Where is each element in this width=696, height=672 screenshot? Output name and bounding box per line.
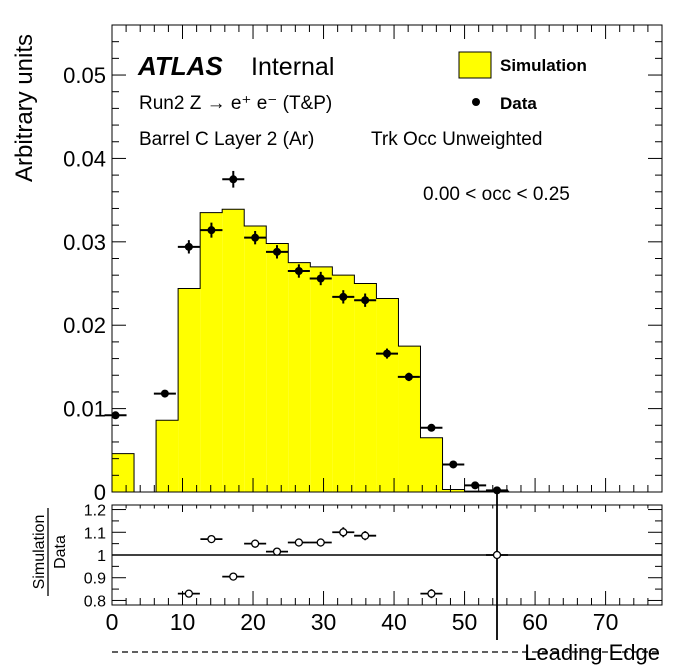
data-point	[251, 233, 260, 242]
data-point	[229, 175, 238, 184]
main-panel: 0 0.01 0.02 0.03 0.04 0.05 Arbitrary units AT…	[11, 24, 663, 505]
data-point	[471, 481, 480, 490]
main-y-tick-labels: 0 0.01 0.02 0.03 0.04 0.05	[63, 63, 106, 505]
data-point	[160, 389, 169, 398]
ratio-point	[229, 572, 238, 581]
main-ytick-label: 0	[94, 480, 106, 505]
x-tick-labels: 0 10 20 30 40 50 60 70	[106, 609, 619, 635]
simulation-bin	[200, 212, 223, 493]
data-point	[449, 460, 458, 469]
xtick-label: 50	[452, 609, 478, 635]
legend-data-label: Data	[500, 94, 537, 113]
xtick-label: 40	[381, 609, 407, 635]
y-axis-label: Arbitrary units	[11, 34, 38, 182]
data-point	[316, 274, 325, 283]
ratio-y-axis-label: Simulation Data	[31, 508, 69, 596]
ratio-axis-ticks	[111, 505, 663, 605]
simulation-bin	[222, 209, 245, 492]
ratio-points	[177, 490, 509, 640]
simulation-bin	[398, 346, 421, 492]
ratio-y-tick-labels: 0.8 0.9 1 1.1 1.2	[84, 503, 106, 611]
simulation-bin	[156, 420, 179, 492]
ratio-ytick-label: 1.2	[84, 503, 106, 520]
data-point	[427, 423, 436, 432]
ratio-point	[492, 550, 502, 560]
main-ytick-label: 0.03	[63, 230, 106, 255]
data-point	[294, 267, 303, 276]
main-ytick-label: 0.01	[63, 397, 106, 422]
data-point	[111, 411, 120, 420]
occupancy-range-label: 0.00 < occ < 0.25	[423, 184, 570, 205]
process-label: Run2 Z → e⁺ e⁻ (T&P)	[139, 93, 332, 114]
ratio-point	[272, 547, 282, 556]
simulation-bin	[178, 288, 201, 492]
data-point	[184, 242, 193, 251]
internal-label: Internal	[251, 53, 334, 81]
xtick-label: 20	[240, 609, 266, 635]
data-point	[383, 349, 391, 358]
simulation-bin	[266, 243, 289, 492]
simulation-bin	[442, 489, 465, 492]
main-axis-ticks	[111, 25, 663, 493]
xtick-label: 60	[522, 609, 548, 635]
ratio-ylabel-denominator: Data	[52, 535, 69, 569]
ratio-ytick-label: 0.9	[84, 571, 106, 588]
legend-simulation-label: Simulation	[500, 56, 587, 75]
legend: Simulation Data	[458, 51, 587, 113]
data-point	[361, 296, 370, 305]
simulation-bin	[112, 453, 135, 492]
ratio-point	[360, 531, 370, 540]
data-point	[273, 247, 281, 256]
main-ytick-label: 0.02	[63, 313, 106, 338]
ratio-ytick-label: 1	[97, 548, 106, 565]
ratio-point	[207, 534, 216, 544]
main-ytick-label: 0.04	[63, 146, 106, 171]
data-point	[339, 292, 348, 301]
simulation-bin	[288, 262, 311, 492]
region-label: Barrel C Layer 2 (Ar)	[139, 129, 314, 150]
simulation-bin	[244, 225, 267, 492]
simulation-bin	[420, 437, 443, 492]
weighting-label: Trk Occ Unweighted	[371, 129, 542, 150]
main-ytick-label: 0.05	[63, 63, 106, 88]
ratio-ytick-label: 0.8	[84, 593, 106, 610]
ratio-point	[316, 538, 325, 547]
simulation-bin	[310, 266, 333, 492]
xtick-label: 0	[106, 609, 119, 635]
ratio-ytick-label: 1.1	[84, 525, 106, 542]
simulation-histogram	[111, 208, 662, 493]
xtick-label: 30	[311, 609, 337, 635]
atlas-label: ATLAS	[137, 51, 223, 81]
simulation-bin	[332, 275, 355, 492]
xtick-label: 10	[170, 609, 196, 635]
ratio-ylabel-numerator: Simulation	[31, 515, 48, 590]
xtick-label: 70	[593, 609, 619, 635]
data-point	[207, 226, 216, 235]
simulation-bin	[376, 298, 399, 492]
ratio-point	[427, 589, 436, 598]
simulation-bin	[354, 283, 377, 492]
ratio-point	[294, 538, 304, 547]
data-point	[404, 372, 413, 381]
legend-data-marker	[472, 98, 480, 106]
ratio-point	[250, 539, 260, 548]
ratio-panel: 0.8 0.9 1 1.1 1.2 0 10 20 30 40 50 60 70 Simulation…	[31, 490, 663, 665]
ratio-point	[184, 589, 194, 598]
legend-simulation-swatch	[458, 51, 492, 79]
ratio-point	[339, 528, 348, 537]
